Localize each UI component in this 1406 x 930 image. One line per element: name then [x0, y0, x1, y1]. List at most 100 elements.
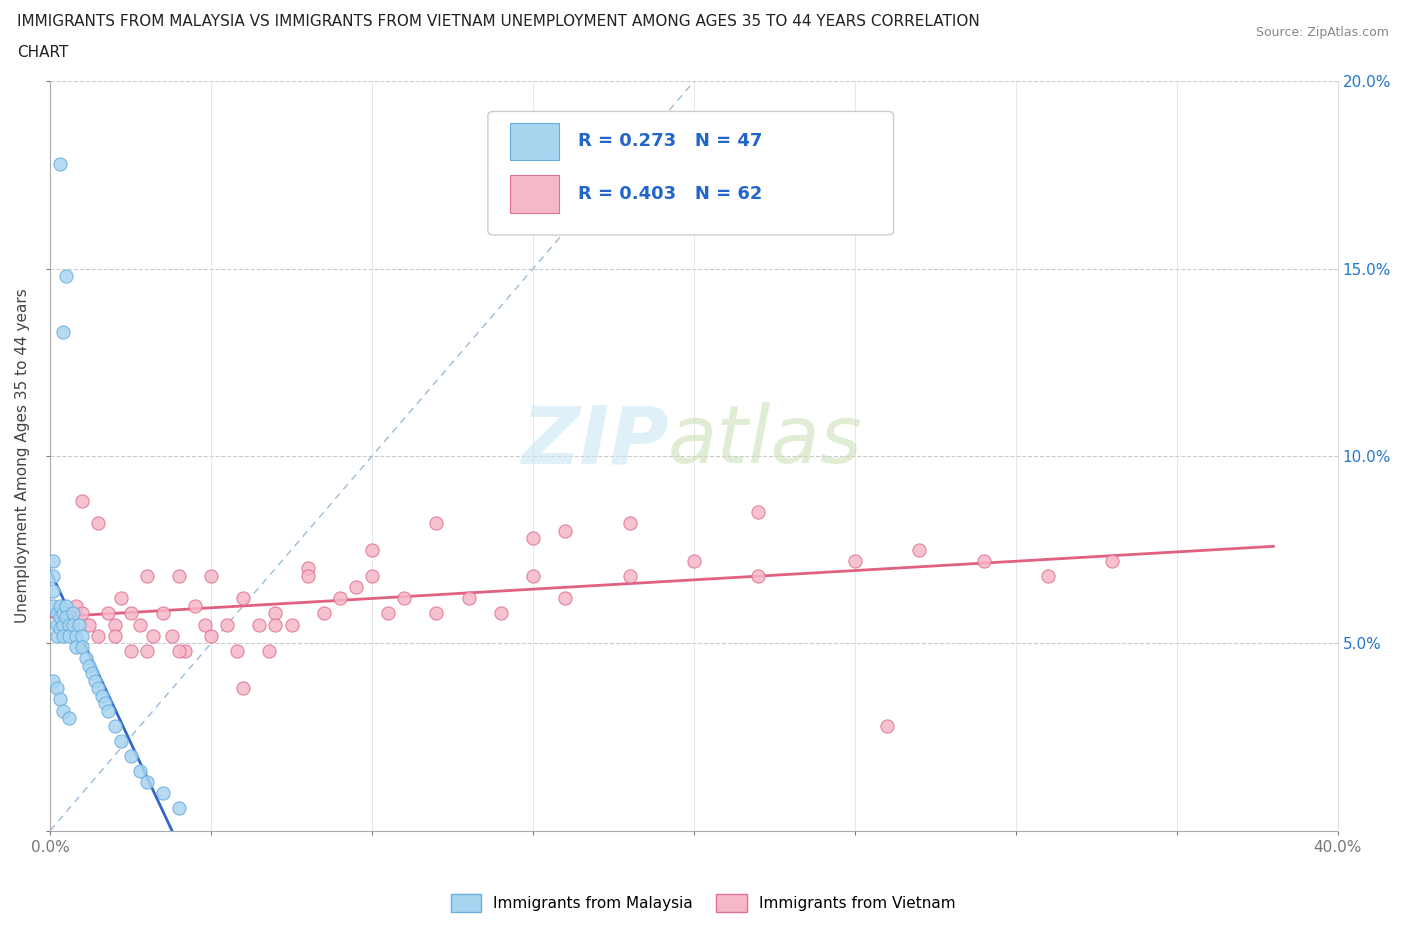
- Point: [52, 618, 75, 632]
- Point: [67, 618, 90, 632]
- Point: [77, 658, 100, 673]
- Point: [110, 591, 132, 605]
- Point: [49, 598, 72, 613]
- Point: [184, 598, 207, 613]
- Point: [361, 542, 384, 557]
- Point: [77, 618, 100, 632]
- Point: [200, 568, 222, 583]
- Point: [65, 640, 87, 655]
- Point: [135, 644, 157, 658]
- Point: [312, 605, 335, 620]
- Point: [49, 156, 72, 171]
- Point: [87, 681, 110, 696]
- Point: [297, 561, 319, 576]
- Point: [65, 598, 87, 613]
- Point: [58, 629, 80, 644]
- Point: [72, 605, 94, 620]
- Point: [194, 618, 217, 632]
- Point: [344, 579, 367, 594]
- FancyBboxPatch shape: [488, 112, 894, 235]
- Point: [129, 618, 152, 632]
- Point: [162, 629, 184, 644]
- Point: [280, 618, 302, 632]
- FancyBboxPatch shape: [510, 123, 558, 160]
- Y-axis label: Unemployment Among Ages 35 to 44 years: Unemployment Among Ages 35 to 44 years: [15, 288, 30, 623]
- Point: [87, 516, 110, 531]
- Point: [329, 591, 352, 605]
- Point: [62, 618, 84, 632]
- Point: [264, 618, 287, 632]
- Point: [97, 703, 120, 718]
- Point: [554, 524, 576, 538]
- Point: [58, 711, 80, 725]
- Point: [747, 568, 769, 583]
- Point: [45, 681, 67, 696]
- Point: [58, 618, 80, 632]
- Point: [844, 553, 866, 568]
- Point: [42, 583, 65, 598]
- Point: [457, 591, 479, 605]
- Point: [135, 775, 157, 790]
- Point: [62, 605, 84, 620]
- Point: [876, 718, 898, 733]
- Point: [52, 325, 75, 339]
- Point: [42, 553, 65, 568]
- Point: [152, 786, 174, 801]
- Point: [425, 605, 447, 620]
- Point: [908, 542, 931, 557]
- Point: [619, 568, 641, 583]
- FancyBboxPatch shape: [510, 175, 558, 213]
- Point: [225, 644, 247, 658]
- Point: [72, 494, 94, 509]
- Point: [167, 644, 190, 658]
- Point: [425, 516, 447, 531]
- Point: [90, 688, 112, 703]
- Point: [1101, 553, 1123, 568]
- Point: [973, 553, 995, 568]
- Point: [52, 703, 75, 718]
- Text: IMMIGRANTS FROM MALAYSIA VS IMMIGRANTS FROM VIETNAM UNEMPLOYMENT AMONG AGES 35 T: IMMIGRANTS FROM MALAYSIA VS IMMIGRANTS F…: [17, 14, 980, 29]
- Text: ZIP: ZIP: [520, 402, 668, 480]
- Point: [135, 568, 157, 583]
- Point: [49, 621, 72, 636]
- Point: [264, 605, 287, 620]
- Point: [72, 629, 94, 644]
- Point: [120, 644, 142, 658]
- Point: [80, 666, 103, 681]
- Point: [522, 568, 544, 583]
- Text: CHART: CHART: [17, 45, 69, 60]
- Point: [554, 591, 576, 605]
- Point: [45, 629, 67, 644]
- Point: [489, 605, 512, 620]
- Point: [52, 629, 75, 644]
- Point: [683, 553, 706, 568]
- Point: [257, 644, 280, 658]
- Point: [174, 644, 197, 658]
- Point: [377, 605, 399, 620]
- Point: [55, 609, 77, 624]
- Point: [45, 605, 67, 620]
- Point: [1036, 568, 1059, 583]
- Point: [103, 718, 125, 733]
- Text: Source: ZipAtlas.com: Source: ZipAtlas.com: [1256, 26, 1389, 39]
- Point: [167, 801, 190, 816]
- Point: [72, 640, 94, 655]
- Point: [232, 681, 254, 696]
- Point: [619, 516, 641, 531]
- Point: [142, 629, 165, 644]
- Point: [297, 568, 319, 583]
- Point: [65, 629, 87, 644]
- Point: [747, 505, 769, 520]
- Point: [87, 629, 110, 644]
- Point: [120, 605, 142, 620]
- Point: [167, 568, 190, 583]
- Point: [120, 748, 142, 763]
- Point: [103, 618, 125, 632]
- Point: [217, 618, 239, 632]
- Point: [152, 605, 174, 620]
- Text: atlas: atlas: [668, 402, 863, 480]
- Point: [103, 629, 125, 644]
- Point: [200, 629, 222, 644]
- Point: [394, 591, 416, 605]
- Point: [49, 692, 72, 707]
